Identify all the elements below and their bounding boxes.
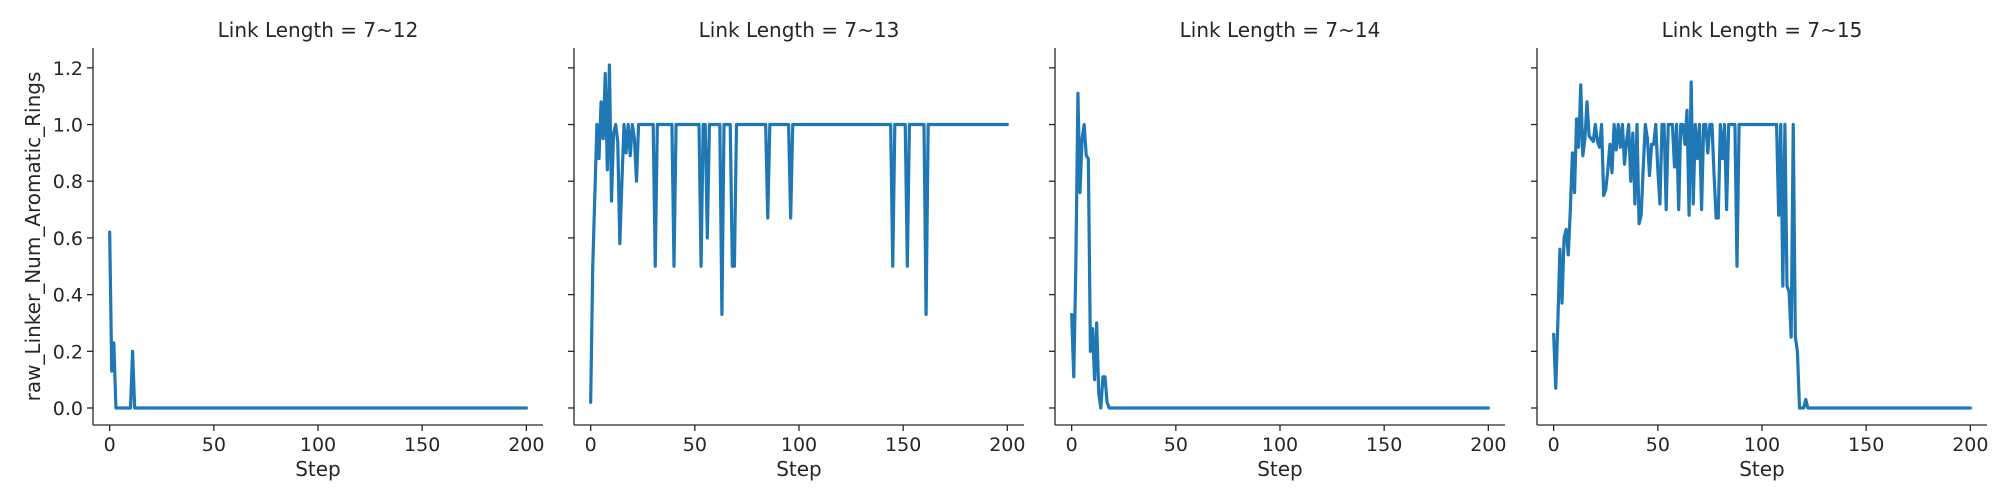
y-tick-label-6: 1.2: [53, 58, 83, 80]
x-tick-label-2-3: 150: [885, 434, 921, 456]
x-tick-label-2-0: 0: [585, 434, 597, 456]
panel-title-3: Link Length = 7~14: [1180, 18, 1381, 42]
y-axis-label: raw_Linker_Num_Aromatic_Rings: [21, 72, 45, 402]
panel-title-1: Link Length = 7~12: [218, 18, 419, 42]
series-line-4-1: [1552, 80, 1972, 410]
x-axis-label-3: Step: [1257, 457, 1303, 481]
panel-title-2: Link Length = 7~13: [699, 18, 900, 42]
x-tick-label-1-1: 50: [202, 434, 226, 456]
series-line-2-1: [589, 63, 1009, 404]
x-tick-label-2-2: 100: [781, 434, 817, 456]
x-tick-label-3-1: 50: [1164, 434, 1188, 456]
x-tick-label-1-4: 200: [508, 434, 544, 456]
x-axis-label-2: Step: [776, 457, 822, 481]
x-axis-label-1: Step: [295, 457, 341, 481]
x-tick-label-3-2: 100: [1262, 434, 1298, 456]
y-tick-label-5: 1.0: [53, 115, 83, 137]
y-tick-label-1: 0.2: [53, 341, 83, 363]
x-tick-label-1-0: 0: [104, 434, 116, 456]
series-line-3-1: [1070, 91, 1490, 410]
x-tick-label-4-2: 100: [1744, 434, 1780, 456]
x-axis-label-4: Step: [1739, 457, 1785, 481]
x-tick-label-4-4: 200: [1952, 434, 1988, 456]
x-tick-label-2-4: 200: [989, 434, 1025, 456]
y-tick-label-0: 0.0: [53, 398, 83, 420]
x-tick-label-3-0: 0: [1066, 434, 1078, 456]
x-tick-label-4-0: 0: [1548, 434, 1560, 456]
panel-title-4: Link Length = 7~15: [1662, 18, 1863, 42]
x-tick-label-3-4: 200: [1470, 434, 1506, 456]
y-tick-label-2: 0.4: [53, 285, 83, 307]
x-tick-label-2-1: 50: [683, 434, 707, 456]
x-tick-label-4-3: 150: [1848, 434, 1884, 456]
x-tick-label-3-3: 150: [1366, 434, 1402, 456]
x-tick-label-4-1: 50: [1646, 434, 1670, 456]
x-tick-label-1-3: 150: [404, 434, 440, 456]
y-tick-label-4: 0.8: [53, 171, 83, 193]
series-line-1-1: [108, 230, 528, 410]
y-tick-label-3: 0.6: [53, 228, 83, 250]
x-tick-label-1-2: 100: [300, 434, 336, 456]
